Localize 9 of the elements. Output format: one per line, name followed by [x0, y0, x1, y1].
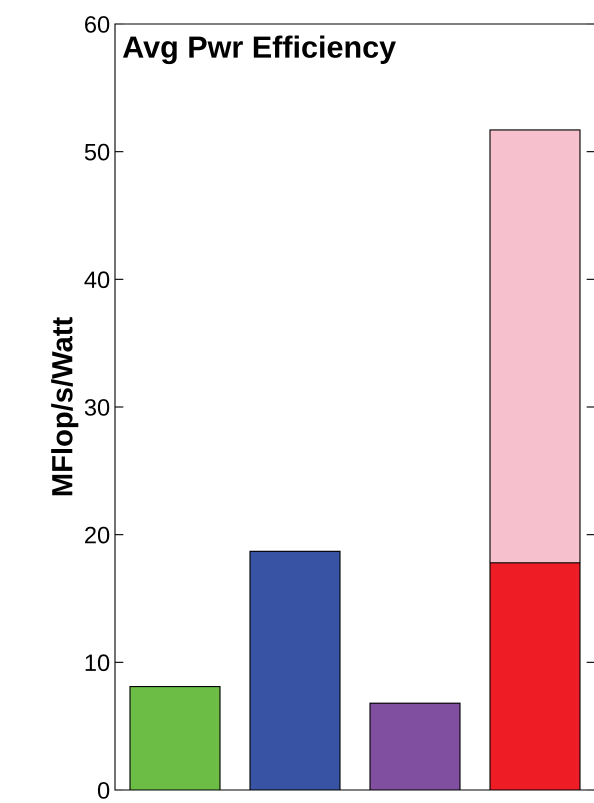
y-tick-label: 30	[84, 399, 110, 416]
y-axis-title: MFlop/s/Watt	[51, 317, 78, 496]
y-tick-label: 20	[85, 526, 110, 544]
y-tick-label: 0	[98, 782, 110, 799]
y-tick-label: 40	[84, 271, 110, 288]
y-tick-label: 10	[86, 654, 110, 672]
chart-title: Avg Pwr Efficiency	[122, 35, 396, 64]
y-tick-label: 50	[84, 144, 110, 160]
y-tick-label: 60	[85, 16, 110, 33]
